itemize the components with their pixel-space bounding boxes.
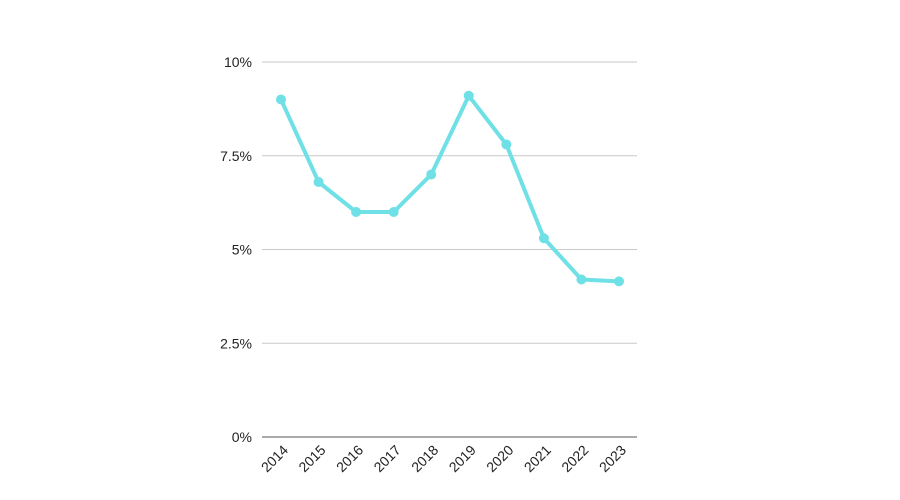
x-tick-label: 2021 — [521, 442, 554, 475]
y-axis: 0% 2.5% 5% 7.5% 10% — [220, 54, 252, 445]
x-axis: 2014 2015 2016 2017 2018 2019 2020 2021 2022 2023 — [258, 442, 629, 475]
y-tick-label: 10% — [224, 54, 252, 70]
x-tick-label: 2022 — [558, 442, 591, 475]
x-tick-label: 2018 — [408, 442, 441, 475]
data-point[interactable] — [576, 274, 587, 285]
series-line — [279, 93, 621, 284]
data-point[interactable] — [276, 94, 286, 105]
x-tick-label: 2015 — [295, 442, 328, 475]
y-tick-label: 5% — [232, 242, 252, 258]
data-point[interactable] — [614, 276, 624, 287]
data-point[interactable] — [463, 90, 474, 101]
data-point[interactable] — [426, 169, 437, 180]
data-point[interactable] — [313, 177, 324, 187]
y-tick-label: 2.5% — [220, 335, 252, 351]
data-point[interactable] — [388, 207, 399, 217]
data-point[interactable] — [351, 207, 362, 217]
x-tick-label: 2016 — [333, 442, 366, 475]
y-tick-label: 0% — [232, 429, 252, 445]
series-layer — [276, 90, 624, 287]
x-tick-label: 2017 — [370, 442, 403, 475]
y-tick-label: 7.5% — [220, 148, 252, 164]
x-tick-label: 2023 — [596, 442, 629, 475]
data-point[interactable] — [501, 139, 512, 150]
data-point[interactable] — [538, 233, 549, 244]
grid-lines — [262, 61, 637, 438]
x-tick-label: 2020 — [483, 442, 516, 475]
x-tick-label: 2019 — [446, 442, 479, 475]
x-tick-label: 2014 — [258, 442, 291, 475]
